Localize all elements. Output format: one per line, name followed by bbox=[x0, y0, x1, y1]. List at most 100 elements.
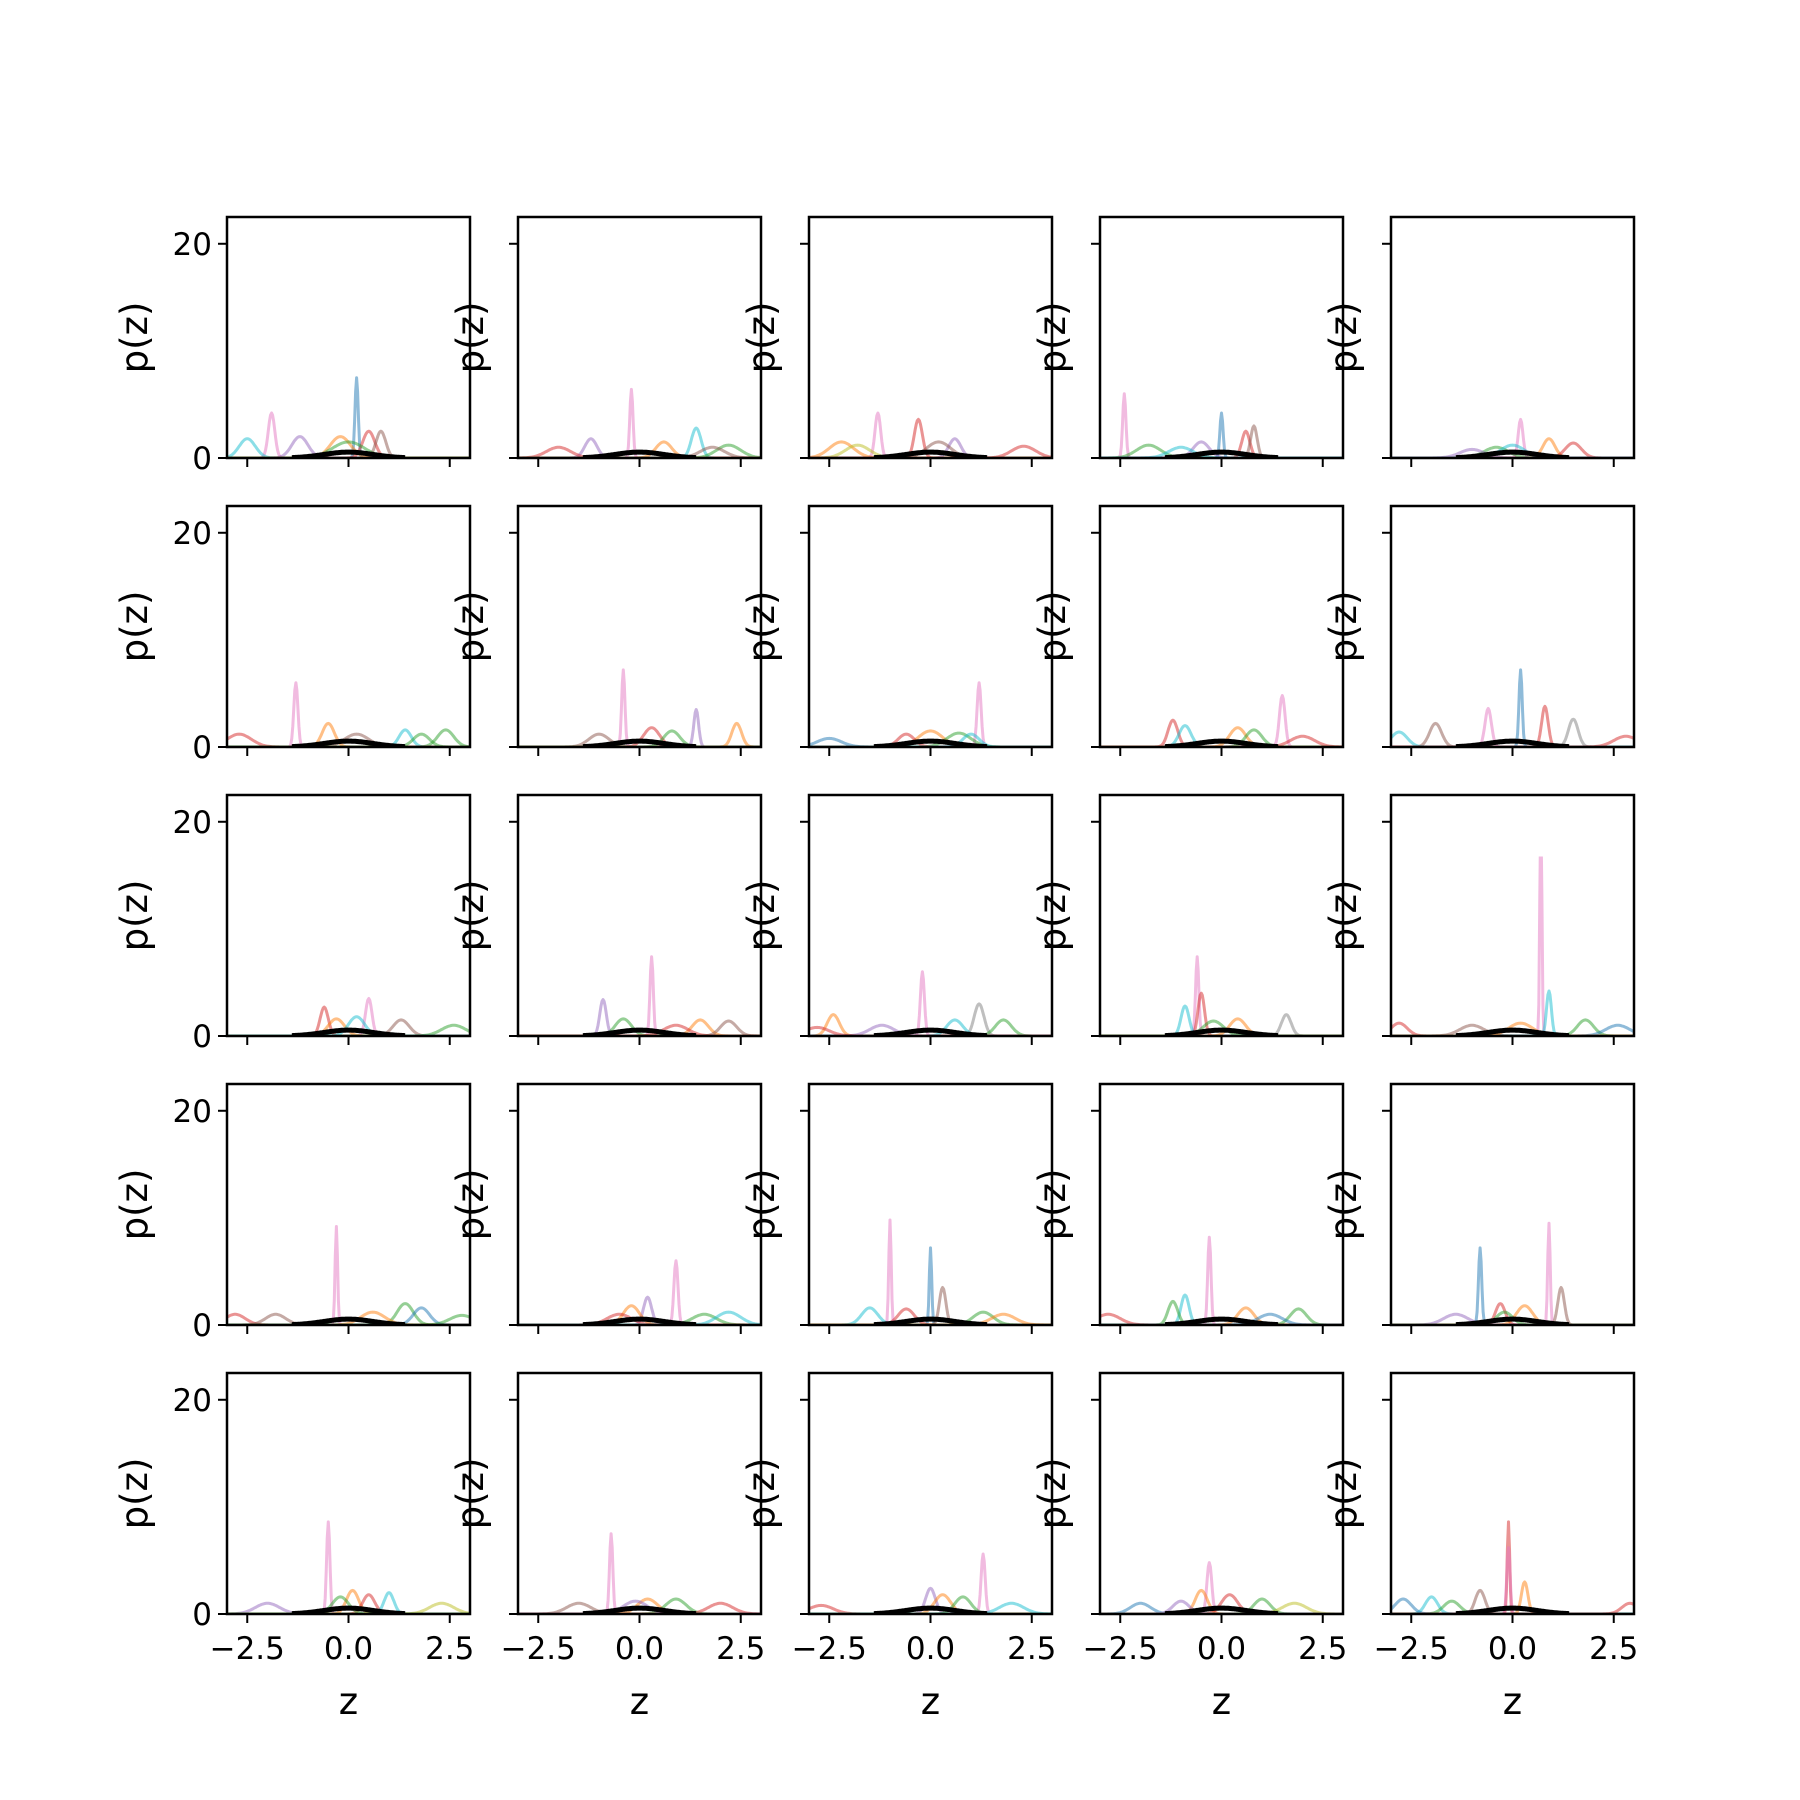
plot-area bbox=[809, 1218, 1052, 1325]
density-curve bbox=[518, 1019, 761, 1036]
density-curve bbox=[809, 1312, 1052, 1325]
black-density-curve bbox=[1455, 449, 1570, 458]
x-tick-label: 2.5 bbox=[1007, 1631, 1056, 1667]
density-curve bbox=[1100, 1307, 1343, 1325]
subplot-r5-c1: −2.5 0.0 2.5 0 20 z p(z) bbox=[113, 1371, 474, 1723]
black-density-curve bbox=[582, 1027, 697, 1036]
plot-area bbox=[809, 681, 1052, 747]
x-tick-label: 2.5 bbox=[1589, 1631, 1638, 1667]
density-curve bbox=[518, 443, 761, 458]
overlap-mask bbox=[810, 796, 1051, 857]
y-tick-label: 20 bbox=[173, 227, 212, 263]
black-density-curve bbox=[291, 1605, 406, 1614]
plot-area bbox=[809, 1552, 1052, 1614]
density-curve bbox=[227, 732, 470, 747]
y-axis-label: p(z) bbox=[1031, 1169, 1074, 1241]
x-axis-label: z bbox=[1503, 1680, 1522, 1723]
density-curve bbox=[809, 736, 1052, 747]
density-curve bbox=[1391, 1018, 1634, 1036]
plot-area bbox=[1100, 1235, 1343, 1325]
plot-area bbox=[1100, 392, 1343, 458]
y-tick-label: 0 bbox=[192, 1019, 212, 1055]
density-curve bbox=[518, 668, 761, 747]
y-axis-label: p(z) bbox=[740, 880, 783, 952]
y-axis-label: p(z) bbox=[449, 880, 492, 952]
y-tick-label: 20 bbox=[173, 1383, 212, 1419]
density-curve bbox=[809, 1013, 1052, 1036]
density-curve bbox=[1391, 721, 1634, 747]
subplot-r2-c4: zp(z) bbox=[1031, 504, 1345, 856]
density-curve bbox=[1391, 1246, 1634, 1325]
overlap-mask bbox=[519, 796, 760, 857]
y-tick-label: 0 bbox=[192, 1597, 212, 1633]
y-axis-label: p(z) bbox=[1322, 1458, 1365, 1530]
plot-area bbox=[518, 1532, 761, 1614]
x-tick-label: 0.0 bbox=[615, 1631, 664, 1667]
overlap-mask bbox=[1392, 796, 1633, 857]
y-tick-label: 0 bbox=[192, 1308, 212, 1344]
plot-area bbox=[809, 970, 1052, 1036]
density-curve bbox=[1100, 1017, 1343, 1036]
x-tick-label: 2.5 bbox=[425, 1631, 474, 1667]
density-curve bbox=[809, 681, 1052, 747]
overlap-mask bbox=[519, 1085, 760, 1146]
density-curve bbox=[809, 729, 1052, 747]
y-tick-label: 20 bbox=[173, 805, 212, 841]
black-density-curve bbox=[873, 738, 988, 747]
y-axis-label: p(z) bbox=[449, 1169, 492, 1241]
overlap-mask bbox=[1101, 1374, 1342, 1435]
density-curve bbox=[1100, 726, 1343, 747]
density-curve bbox=[227, 1588, 470, 1614]
density-curve bbox=[809, 1586, 1052, 1614]
density-curve bbox=[227, 732, 470, 747]
density-curve bbox=[227, 1520, 470, 1614]
black-density-curve bbox=[291, 1316, 406, 1325]
density-curve bbox=[518, 445, 761, 458]
plot-area bbox=[227, 1520, 470, 1614]
y-axis-label: p(z) bbox=[740, 302, 783, 374]
black-density-curve bbox=[1455, 1316, 1570, 1325]
plot-area bbox=[1100, 694, 1343, 747]
density-curve bbox=[809, 444, 1052, 458]
black-density-curve bbox=[1455, 1027, 1570, 1036]
density-curve bbox=[1391, 1595, 1634, 1614]
density-curve bbox=[518, 726, 761, 747]
density-curve bbox=[227, 1225, 470, 1325]
overlap-mask bbox=[1392, 1374, 1633, 1435]
axes-frame bbox=[225, 215, 472, 460]
y-tick-label: 0 bbox=[192, 441, 212, 477]
black-density-curve bbox=[582, 738, 697, 747]
black-density-curve bbox=[1455, 1605, 1570, 1614]
y-axis-label: p(z) bbox=[1031, 1458, 1074, 1530]
density-curve bbox=[809, 440, 1052, 458]
density-curve bbox=[1100, 1235, 1343, 1325]
density-curve bbox=[227, 1306, 470, 1325]
black-density-curve bbox=[1164, 738, 1279, 747]
black-density-curve bbox=[582, 1605, 697, 1614]
plot-area bbox=[1391, 1520, 1634, 1614]
y-axis-label: p(z) bbox=[740, 591, 783, 663]
y-tick-label: 0 bbox=[192, 730, 212, 766]
overlap-mask bbox=[1101, 507, 1342, 568]
x-tick-label: −2.5 bbox=[1083, 1631, 1158, 1667]
subplot-r5-c4: −2.5 0.0 2.5 z p(z) bbox=[1031, 1371, 1347, 1723]
density-curve bbox=[809, 1601, 1052, 1614]
plot-area bbox=[227, 1225, 470, 1325]
y-axis-label: p(z) bbox=[1031, 302, 1074, 374]
black-density-curve bbox=[582, 1316, 697, 1325]
overlap-mask bbox=[810, 1085, 1051, 1146]
density-curve bbox=[227, 1015, 470, 1036]
density-curve bbox=[227, 1312, 470, 1325]
y-tick-label: 20 bbox=[173, 516, 212, 552]
plot-area bbox=[227, 997, 470, 1036]
plot-area bbox=[518, 1259, 761, 1325]
density-curve bbox=[227, 1310, 470, 1325]
density-curve bbox=[1391, 1302, 1634, 1325]
black-density-curve bbox=[1164, 1316, 1279, 1325]
density-curve bbox=[227, 440, 470, 458]
overlap-mask bbox=[519, 507, 760, 568]
density-curve bbox=[518, 1601, 761, 1614]
y-axis-label: p(z) bbox=[449, 591, 492, 663]
